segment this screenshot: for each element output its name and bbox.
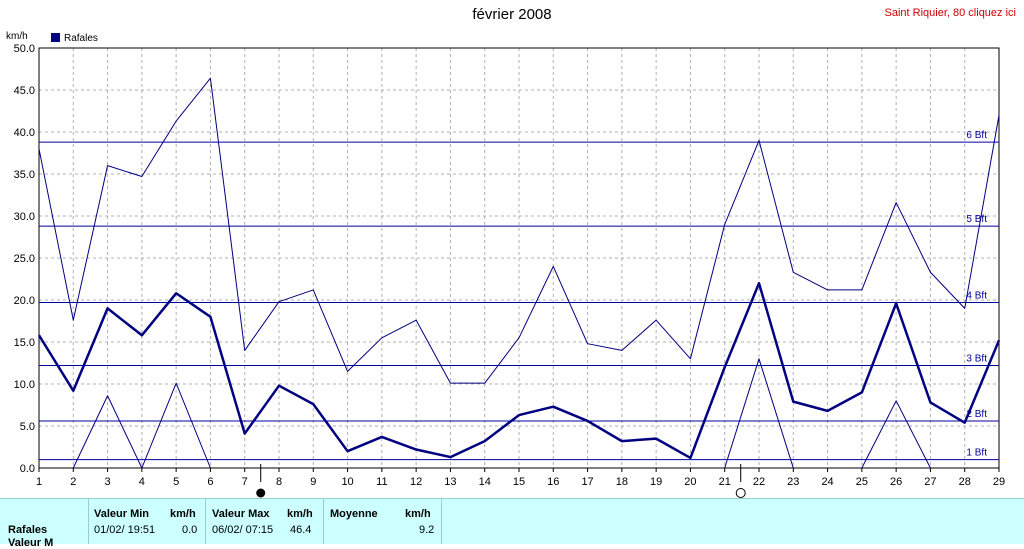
x-tick-label: 24 <box>821 476 833 488</box>
full-moon-icon <box>735 488 746 498</box>
stats-row-label: Rafales <box>8 524 48 536</box>
series-line-mean <box>37 281 1001 460</box>
x-tick-label: 15 <box>513 476 525 488</box>
series-line-min <box>72 382 211 469</box>
x-tick-label: 2 <box>70 476 76 488</box>
chart-title: février 2008 <box>472 6 552 23</box>
min-header: Valeur Min <box>94 508 150 520</box>
x-tick-label: 7 <box>242 476 248 488</box>
x-tick-label: 3 <box>105 476 111 488</box>
max-date: 06/02/ 07:15 <box>212 524 274 536</box>
x-tick-label: 5 <box>173 476 179 488</box>
x-tick-label: 20 <box>684 476 696 488</box>
mean-unit: km/h <box>405 508 431 520</box>
beaufort-label: 5 Bft <box>966 214 987 225</box>
x-tick-label: 11 <box>376 476 387 488</box>
y-tick-label: 45.0 <box>14 85 35 97</box>
x-tick-label: 17 <box>581 476 593 488</box>
y-tick-label: 40.0 <box>14 127 35 139</box>
x-tick-label: 16 <box>547 476 559 488</box>
beaufort-label: 6 Bft <box>966 130 987 141</box>
y-tick-label: 5.0 <box>20 421 35 433</box>
max-value: 46.4 <box>290 524 312 536</box>
y-tick-label: 0.0 <box>20 463 35 475</box>
x-tick-label: 12 <box>410 476 422 488</box>
x-tick-label: 28 <box>959 476 971 488</box>
x-tick-label: 8 <box>276 476 282 488</box>
x-tick-label: 14 <box>479 476 491 488</box>
x-tick-label: 18 <box>616 476 628 488</box>
x-tick-label: 1 <box>36 476 42 488</box>
legend-swatch <box>51 33 60 42</box>
x-tick-label: 13 <box>444 476 456 488</box>
legend-label: Rafales <box>64 33 98 44</box>
mean-header: Moyenne <box>330 508 378 520</box>
y-tick-label: 25.0 <box>14 253 35 265</box>
new-moon-icon <box>256 488 266 498</box>
x-tick-label: 9 <box>310 476 316 488</box>
x-tick-label: 22 <box>753 476 765 488</box>
wind-gust-chart: 0.0 5.0 10.0 15.0 20.0 25.0 30.0 35.0 40.0 45.0 50… <box>6 31 1005 498</box>
x-tick-label: 10 <box>341 476 353 488</box>
x-tick-label: 27 <box>924 476 936 488</box>
y-tick-label: 35.0 <box>14 169 35 181</box>
min-date: 01/02/ 19:51 <box>94 524 156 536</box>
y-tick-label: 50.0 <box>14 43 35 55</box>
stats-panel: Valeur Min km/h Valeur Max km/h Moyenne … <box>0 498 1024 549</box>
max-header: Valeur Max <box>212 508 270 520</box>
x-tick-label: 29 <box>993 476 1005 488</box>
x-tick-label: 25 <box>856 476 868 488</box>
y-axis-unit: km/h <box>6 31 28 42</box>
x-tick-label: 19 <box>650 476 662 488</box>
x-tick-label: 23 <box>787 476 799 488</box>
beaufort-label: 1 Bft <box>966 448 987 459</box>
x-tick-label: 4 <box>139 476 145 488</box>
max-unit: km/h <box>287 508 313 520</box>
y-tick-label: 10.0 <box>14 379 35 391</box>
series-line-min <box>861 400 931 469</box>
mean-value: 9.2 <box>419 524 435 536</box>
y-tick-label: 20.0 <box>14 295 35 307</box>
y-tick-label: 15.0 <box>14 337 35 349</box>
series-line-max <box>38 77 1000 384</box>
x-tick-label: 21 <box>719 476 731 488</box>
station-link[interactable]: Saint Riquier, 80 cliquez ici <box>884 7 1016 19</box>
min-value: 0.0 <box>182 524 198 536</box>
series-line-min <box>724 358 794 469</box>
x-tick-label: 26 <box>890 476 902 488</box>
beaufort-label: 2 Bft <box>966 409 987 420</box>
stats-row-label-2: Valeur M <box>8 537 54 549</box>
beaufort-label: 4 Bft <box>966 291 987 302</box>
beaufort-label: 3 Bft <box>966 354 987 365</box>
min-unit: km/h <box>170 508 196 520</box>
x-tick-label: 6 <box>207 476 213 488</box>
y-tick-label: 30.0 <box>14 211 35 223</box>
